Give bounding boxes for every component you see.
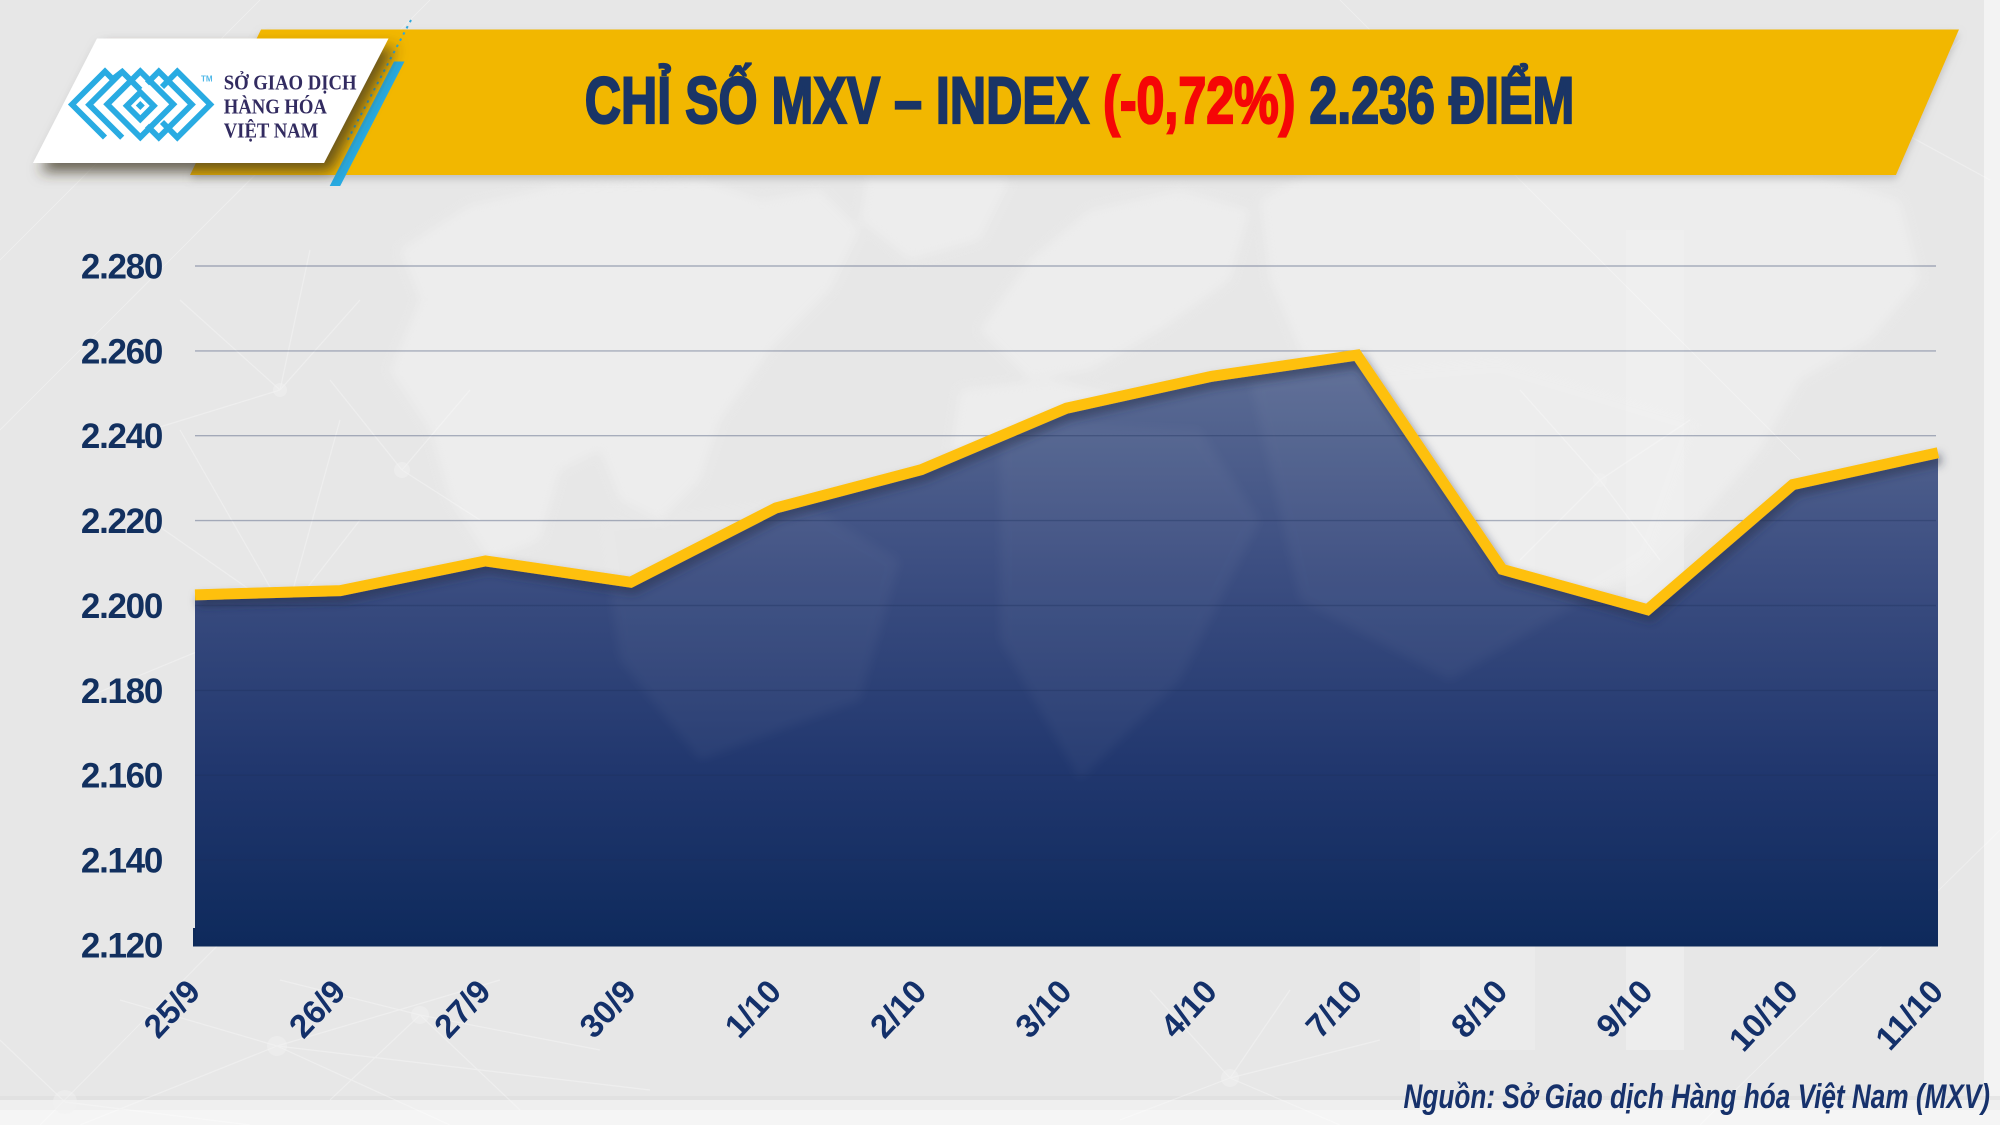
svg-text:CHỈ SỐ MXV – INDEX (-0,72%) 2.: CHỈ SỐ MXV – INDEX (-0,72%) 2.236 ĐIỂM xyxy=(585,62,1574,137)
svg-text:3/10: 3/10 xyxy=(1008,973,1079,1045)
svg-text:TM: TM xyxy=(201,75,213,84)
svg-text:25/9: 25/9 xyxy=(136,973,207,1045)
svg-text:7/10: 7/10 xyxy=(1298,973,1369,1045)
svg-text:VIỆT NAM: VIỆT NAM xyxy=(224,120,319,143)
svg-text:2.260: 2.260 xyxy=(81,332,163,371)
svg-text:10/10: 10/10 xyxy=(1721,973,1804,1059)
svg-text:1/10: 1/10 xyxy=(717,973,788,1045)
svg-text:2.220: 2.220 xyxy=(81,502,163,541)
svg-text:2.140: 2.140 xyxy=(81,842,163,881)
svg-text:2.160: 2.160 xyxy=(81,757,163,796)
svg-text:2.180: 2.180 xyxy=(81,672,163,711)
svg-text:2.120: 2.120 xyxy=(81,927,163,966)
svg-text:SỞ GIAO DỊCH: SỞ GIAO DỊCH xyxy=(224,71,357,94)
svg-text:11/10: 11/10 xyxy=(1868,973,1950,1057)
svg-text:HÀNG HÓA: HÀNG HÓA xyxy=(224,96,328,119)
svg-text:2.200: 2.200 xyxy=(81,587,163,626)
svg-text:4/10: 4/10 xyxy=(1153,973,1224,1045)
svg-text:2.280: 2.280 xyxy=(81,248,163,287)
svg-text:2/10: 2/10 xyxy=(863,973,934,1045)
svg-text:2.240: 2.240 xyxy=(81,417,163,456)
svg-text:30/9: 30/9 xyxy=(572,973,643,1045)
svg-text:Nguồn: Sở Giao dịch Hàng hóa V: Nguồn: Sở Giao dịch Hàng hóa Việt Nam (M… xyxy=(1404,1079,1990,1116)
